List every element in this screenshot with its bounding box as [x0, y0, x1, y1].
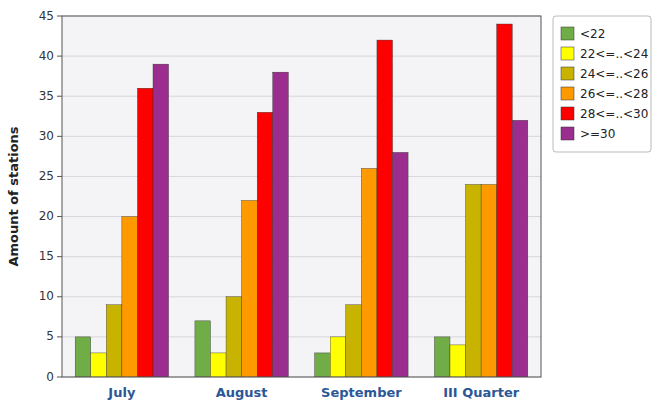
- bar-series: [137, 24, 512, 377]
- bar: [434, 337, 450, 377]
- legend-swatch: [561, 47, 574, 60]
- bar: [466, 184, 482, 377]
- y-tick: [57, 377, 62, 378]
- x-tick-label: September: [321, 385, 402, 400]
- y-tick: [57, 256, 62, 257]
- legend-label: >=30: [580, 127, 615, 141]
- y-tick-label: 40: [39, 49, 54, 63]
- y-axis: 0 5 10 15 20 25 30 35 40 45: [39, 9, 62, 384]
- bar: [273, 72, 289, 377]
- legend-swatch: [561, 107, 574, 120]
- plot-background: [62, 16, 541, 377]
- bar: [377, 40, 393, 377]
- bar: [497, 24, 513, 377]
- bar: [153, 64, 169, 377]
- chart-svg: 0 5 10 15 20 25 30 35 40 45 Amount of stations July…: [0, 0, 667, 415]
- y-tick: [57, 56, 62, 57]
- bar: [361, 168, 377, 377]
- bar: [137, 88, 153, 377]
- y-tick: [57, 16, 62, 17]
- y-tick: [57, 136, 62, 137]
- x-tick-label: August: [216, 385, 268, 400]
- legend-swatch: [561, 27, 574, 40]
- y-tick: [57, 216, 62, 217]
- bar: [122, 217, 138, 377]
- legend-box: [553, 16, 651, 152]
- grid-line: [62, 136, 541, 137]
- y-tick-label: 15: [39, 249, 54, 263]
- bar: [315, 353, 331, 377]
- bar: [450, 345, 466, 377]
- legend-swatch: [561, 87, 574, 100]
- bar: [226, 297, 242, 377]
- legend: <22 22<=..<24 24<=..<26 26<=..<28 28<=..<30 >…: [553, 16, 651, 152]
- y-tick: [57, 336, 62, 337]
- y-tick-label: 0: [46, 370, 54, 384]
- bar: [393, 152, 409, 377]
- legend-swatch: [561, 127, 574, 140]
- bar-series: [153, 64, 528, 377]
- legend-label: 26<=..<28: [580, 87, 648, 101]
- bar: [481, 184, 497, 377]
- bar: [195, 321, 211, 377]
- bar: [242, 201, 258, 377]
- grid-line: [62, 176, 541, 177]
- bar: [257, 112, 273, 377]
- y-tick: [57, 96, 62, 97]
- bar-series: [122, 168, 497, 377]
- legend-label: <22: [580, 27, 605, 41]
- y-tick-label: 10: [39, 289, 54, 303]
- y-tick-label: 25: [39, 169, 54, 183]
- plot-frame: [62, 16, 541, 377]
- legend-label: 28<=..<30: [580, 107, 648, 121]
- bar: [512, 120, 528, 377]
- x-tick-label: July: [107, 385, 136, 400]
- grid-line: [62, 56, 541, 57]
- bar: [106, 305, 122, 377]
- legend-swatch: [561, 67, 574, 80]
- y-tick-label: 45: [39, 9, 54, 23]
- y-axis-label: Amount of stations: [6, 126, 21, 266]
- bars: [75, 24, 528, 377]
- y-tick: [57, 176, 62, 177]
- y-tick-label: 20: [39, 209, 54, 223]
- y-tick: [57, 296, 62, 297]
- legend-label: 22<=..<24: [580, 47, 648, 61]
- bar: [75, 337, 91, 377]
- y-grid: [62, 16, 541, 377]
- x-tick-label: III Quarter: [443, 385, 520, 400]
- grid-line: [62, 96, 541, 97]
- legend-label: 24<=..<26: [580, 67, 648, 81]
- y-tick-label: 5: [46, 329, 54, 343]
- bar: [346, 305, 362, 377]
- y-tick-label: 35: [39, 89, 54, 103]
- chart-container: 0 5 10 15 20 25 30 35 40 45 Amount of stations July…: [0, 0, 667, 415]
- bar: [91, 353, 107, 377]
- bar: [330, 337, 346, 377]
- y-tick-label: 30: [39, 129, 54, 143]
- bar: [210, 353, 226, 377]
- x-axis: July August September III Quarter: [107, 385, 519, 400]
